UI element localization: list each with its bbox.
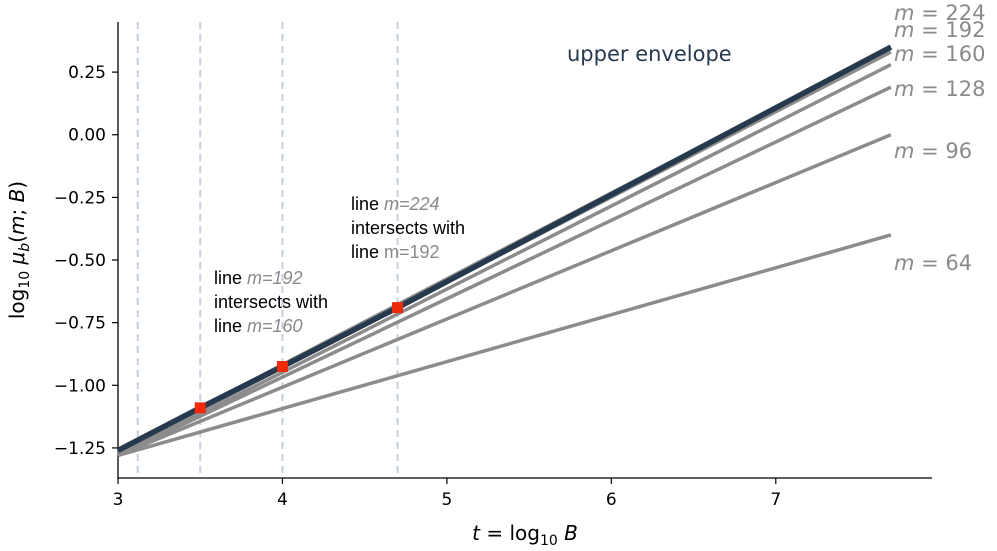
- series-label-m64-eq: = 64: [914, 251, 972, 275]
- upper-envelope-group: [116, 44, 893, 453]
- vertical-reference-lines: [136, 22, 399, 478]
- annotation-1-line2: intersects with: [214, 292, 328, 312]
- series-label-m224-eq: = 224: [914, 1, 985, 25]
- series-label-m64: m = 64: [894, 251, 972, 275]
- series-label-m192-m: m: [894, 18, 914, 42]
- annotation-2-line3: line m=192: [351, 242, 440, 262]
- series-label-m96-m: m: [894, 139, 914, 163]
- series-label-m64-m: m: [894, 251, 914, 275]
- x-tick-label-1: 4: [277, 490, 288, 510]
- annotation-2-line1: line m=224: [351, 194, 440, 214]
- x-axis-title: t = log10 B: [472, 521, 578, 549]
- annotation-2-line1-a: line: [351, 194, 384, 214]
- x-tick-label-3: 6: [606, 490, 617, 510]
- intersection-marker-0: [194, 402, 206, 414]
- x-tick-label-0: 3: [113, 490, 124, 510]
- annotation-1-line1-b: m=192: [247, 268, 303, 288]
- annotation-2-line3-a: line: [351, 242, 384, 262]
- series-label-m160-m: m: [894, 42, 914, 66]
- series-label-m128-eq: = 128: [914, 77, 985, 101]
- y-tick-label-2: −0.75: [54, 314, 106, 334]
- annotation-1-line1: line m=192: [214, 268, 303, 288]
- series-label-m192: m = 192: [894, 18, 986, 42]
- annotation-2-line2: intersects with: [351, 218, 465, 238]
- y-tick-label-0: −1.25: [54, 439, 106, 459]
- annotation-2-line1-b: m=224: [384, 194, 440, 214]
- series-label-m96: m = 96: [894, 139, 972, 163]
- x-tick-label-4: 7: [770, 490, 781, 510]
- series-line-2: [117, 85, 892, 458]
- y-tick-label-4: −0.25: [54, 188, 106, 208]
- annotation-1-line1-a: line: [214, 268, 247, 288]
- intersection-marker-1: [276, 361, 288, 373]
- upper-envelope-line: [116, 44, 893, 453]
- series-label-m160-eq: = 160: [914, 42, 985, 66]
- annotation-224-192: line m=224 intersects with line m=192: [351, 194, 465, 262]
- series-line-3: [117, 63, 892, 458]
- y-ticks: −1.25 −1.00 −0.75 −0.50 −0.25 0.00 0.25: [54, 63, 118, 459]
- series-label-m192-eq: = 192: [914, 18, 985, 42]
- series-label-m128: m = 128: [894, 77, 986, 101]
- series-label-m224-m: m: [894, 1, 914, 25]
- upper-envelope-label: upper envelope: [567, 42, 732, 66]
- y-axis-title: log10 μb(m; B): [5, 181, 33, 319]
- series-label-m224: m = 224: [894, 1, 986, 25]
- intersection-marker-2: [392, 302, 404, 314]
- y-tick-label-3: −0.50: [54, 251, 106, 271]
- series-label-m96-eq: = 96: [914, 139, 972, 163]
- y-tick-label-5: 0.00: [68, 126, 106, 146]
- series-label-m128-m: m: [894, 77, 914, 101]
- annotation-2-line3-b: m=192: [384, 242, 440, 262]
- intersection-markers: [194, 302, 404, 414]
- y-tick-label-1: −1.00: [54, 376, 106, 396]
- y-tick-label-6: 0.25: [68, 63, 106, 83]
- annotation-1-line3: line m=160: [214, 316, 303, 336]
- series-line-1: [117, 133, 892, 458]
- x-ticks: 3 4 5 6 7: [113, 478, 781, 510]
- annotation-1-line3-b: m=160: [247, 316, 303, 336]
- series-label-m160: m = 160: [894, 42, 986, 66]
- annotation-1-line3-a: line: [214, 316, 247, 336]
- x-tick-label-2: 5: [441, 490, 452, 510]
- series-line-0: [117, 233, 892, 458]
- annotation-192-160: line m=192 intersects with line m=160: [214, 268, 328, 336]
